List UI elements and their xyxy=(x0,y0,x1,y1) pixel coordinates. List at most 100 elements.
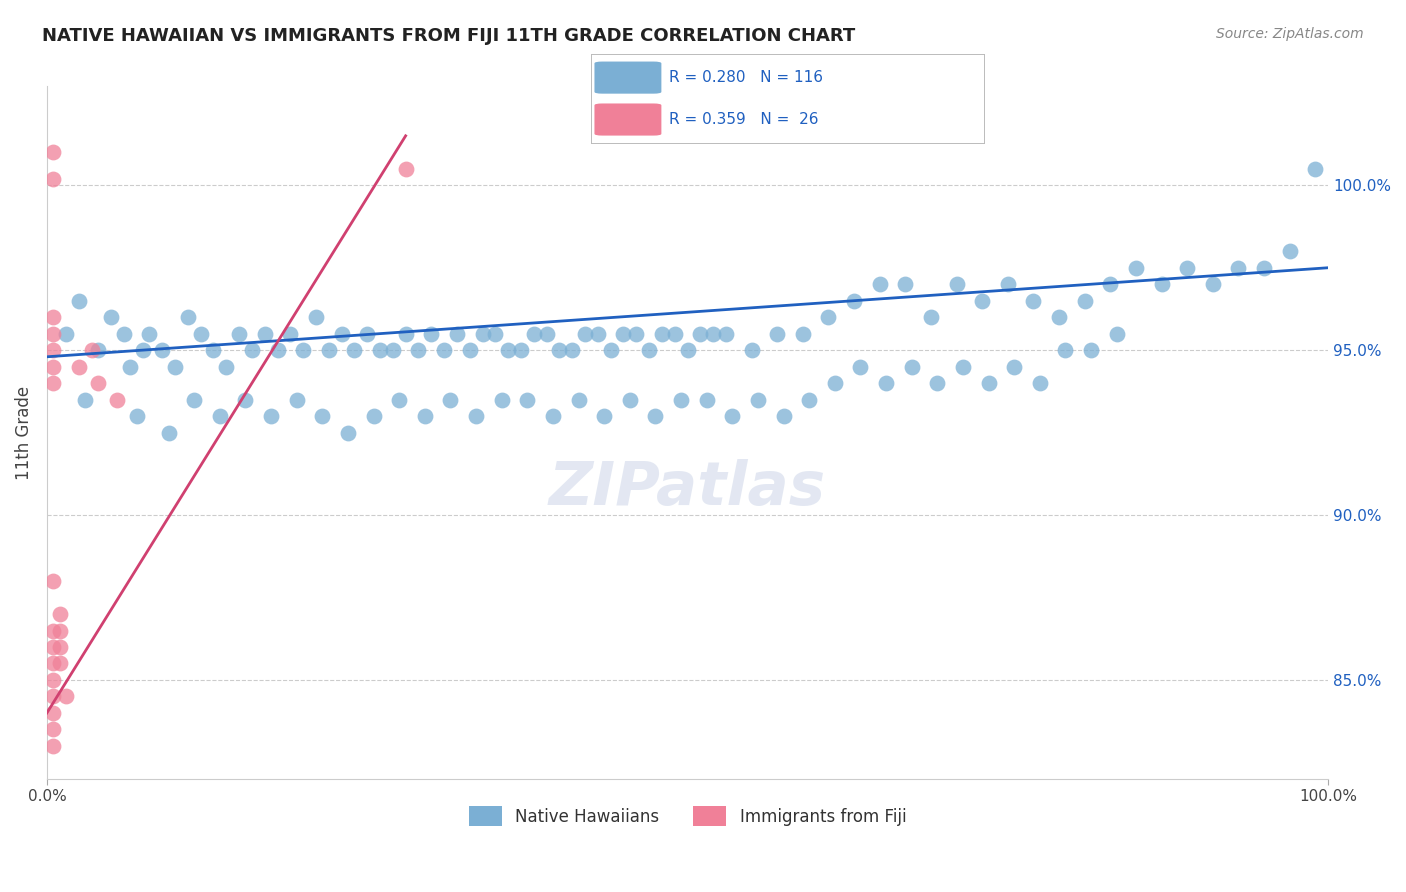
Point xyxy=(842,293,865,308)
Point xyxy=(55,690,77,704)
Point xyxy=(183,392,205,407)
Point xyxy=(1150,277,1173,292)
Point xyxy=(420,326,443,341)
Point xyxy=(676,343,699,358)
Point xyxy=(202,343,225,358)
Point xyxy=(741,343,763,358)
Point xyxy=(100,310,122,325)
Point xyxy=(48,607,70,621)
Point xyxy=(42,359,65,374)
Point xyxy=(491,392,513,407)
Point xyxy=(42,310,65,325)
Point xyxy=(87,343,110,358)
Point xyxy=(433,343,456,358)
Point xyxy=(952,359,974,374)
Point xyxy=(266,343,288,358)
Point xyxy=(208,409,231,424)
Point xyxy=(228,326,250,341)
Point xyxy=(42,574,65,588)
Point xyxy=(235,392,257,407)
Point xyxy=(638,343,661,358)
Point xyxy=(484,326,506,341)
Point xyxy=(356,326,378,341)
Point xyxy=(42,171,65,186)
Point xyxy=(278,326,301,341)
Point xyxy=(42,657,65,671)
Point xyxy=(561,343,583,358)
Point xyxy=(817,310,839,325)
Point xyxy=(105,392,128,407)
Point xyxy=(42,739,65,753)
Point xyxy=(87,376,110,391)
Point xyxy=(496,343,519,358)
Point xyxy=(132,343,155,358)
Point xyxy=(574,326,596,341)
Point xyxy=(112,326,135,341)
Point xyxy=(388,392,411,407)
Point xyxy=(599,343,621,358)
Point xyxy=(330,326,353,341)
Point xyxy=(80,343,103,358)
Point xyxy=(48,657,70,671)
Point xyxy=(318,343,340,358)
Point xyxy=(619,392,641,407)
Point xyxy=(163,359,186,374)
Point xyxy=(465,409,488,424)
Point xyxy=(42,706,65,720)
Point xyxy=(408,343,430,358)
Point xyxy=(285,392,308,407)
Point xyxy=(75,392,97,407)
Point xyxy=(240,343,263,358)
Point xyxy=(395,161,418,176)
Point xyxy=(55,326,77,341)
Point xyxy=(67,293,90,308)
FancyBboxPatch shape xyxy=(595,62,661,94)
Point xyxy=(927,376,949,391)
Point xyxy=(849,359,872,374)
Point xyxy=(150,343,173,358)
Point xyxy=(42,673,65,687)
Point xyxy=(336,425,359,440)
Point xyxy=(42,326,65,341)
Point xyxy=(343,343,366,358)
Point xyxy=(747,392,769,407)
FancyBboxPatch shape xyxy=(595,103,661,136)
Point xyxy=(548,343,571,358)
Point xyxy=(626,326,648,341)
Point xyxy=(157,425,180,440)
Point xyxy=(612,326,634,341)
Point xyxy=(869,277,891,292)
Point xyxy=(541,409,564,424)
Point xyxy=(1054,343,1077,358)
Point xyxy=(945,277,967,292)
Point xyxy=(1029,376,1052,391)
Point xyxy=(439,392,461,407)
Point xyxy=(669,392,692,407)
Text: Source: ZipAtlas.com: Source: ZipAtlas.com xyxy=(1216,27,1364,41)
Point xyxy=(766,326,789,341)
Point xyxy=(42,723,65,737)
Point xyxy=(1099,277,1122,292)
Point xyxy=(190,326,212,341)
Point xyxy=(42,624,65,638)
Point xyxy=(1202,277,1225,292)
Point xyxy=(260,409,283,424)
Point xyxy=(363,409,385,424)
Text: ZIPatlas: ZIPatlas xyxy=(548,458,827,517)
Point xyxy=(311,409,333,424)
Point xyxy=(1175,260,1198,275)
Point xyxy=(42,145,65,160)
Point xyxy=(42,343,65,358)
Point xyxy=(689,326,711,341)
Point xyxy=(305,310,328,325)
Point xyxy=(120,359,142,374)
Point xyxy=(1002,359,1025,374)
Point xyxy=(894,277,917,292)
Point xyxy=(67,359,90,374)
Point xyxy=(1022,293,1045,308)
Point xyxy=(177,310,200,325)
Point xyxy=(972,293,994,308)
Point xyxy=(381,343,404,358)
Point xyxy=(875,376,897,391)
Point xyxy=(1227,260,1250,275)
